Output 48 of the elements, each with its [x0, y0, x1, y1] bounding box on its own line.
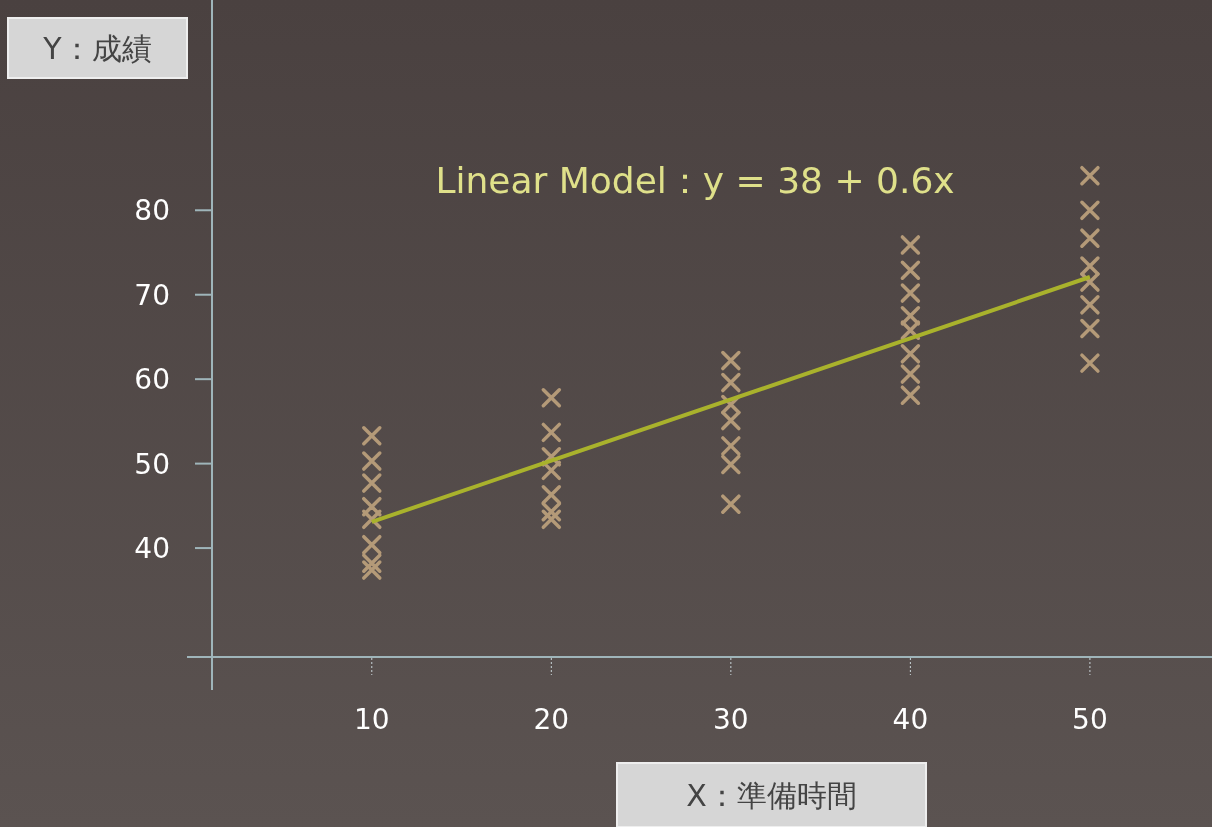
point	[900, 260, 921, 280]
point	[900, 385, 921, 405]
y-tick-label: 80	[134, 194, 170, 228]
point	[1080, 165, 1100, 186]
point	[900, 283, 921, 303]
point	[1080, 272, 1100, 292]
point	[541, 422, 562, 443]
x-tick-label: 30	[713, 703, 749, 736]
point	[362, 473, 382, 493]
point	[900, 306, 921, 326]
point	[1080, 318, 1100, 339]
x-tick-label: 50	[1072, 703, 1108, 736]
point	[721, 494, 741, 514]
point	[900, 364, 921, 384]
point	[1080, 353, 1100, 373]
x-axis-title: X：準備時間	[686, 778, 857, 813]
point	[900, 344, 921, 364]
point	[362, 560, 382, 580]
y-axis-title: Y：成績	[42, 31, 152, 66]
point	[721, 372, 741, 393]
x-tick-label: 10	[353, 703, 390, 736]
point	[721, 410, 741, 431]
x-tick-label: 20	[533, 703, 570, 736]
point	[362, 534, 382, 555]
point	[1080, 200, 1100, 221]
point	[362, 509, 382, 530]
y-tick-label: 40	[134, 532, 170, 566]
point	[721, 436, 741, 456]
point	[362, 426, 382, 446]
y-tick-label: 60	[134, 363, 170, 397]
y-tick-label: 50	[134, 447, 170, 481]
point	[362, 451, 382, 471]
point	[1080, 228, 1100, 248]
y-tick-label: 70	[134, 278, 170, 312]
point	[362, 496, 382, 517]
text: Linear Model：y = 38 + 0.6x	[435, 160, 955, 201]
point	[541, 485, 562, 505]
point	[541, 388, 562, 408]
point	[1080, 256, 1100, 276]
point	[541, 509, 562, 530]
point	[362, 553, 382, 574]
point	[1080, 295, 1100, 315]
point	[900, 235, 921, 255]
point	[541, 502, 562, 522]
point	[721, 350, 741, 371]
x-tick-label: 40	[892, 703, 929, 736]
point	[541, 460, 562, 481]
point	[721, 454, 741, 475]
